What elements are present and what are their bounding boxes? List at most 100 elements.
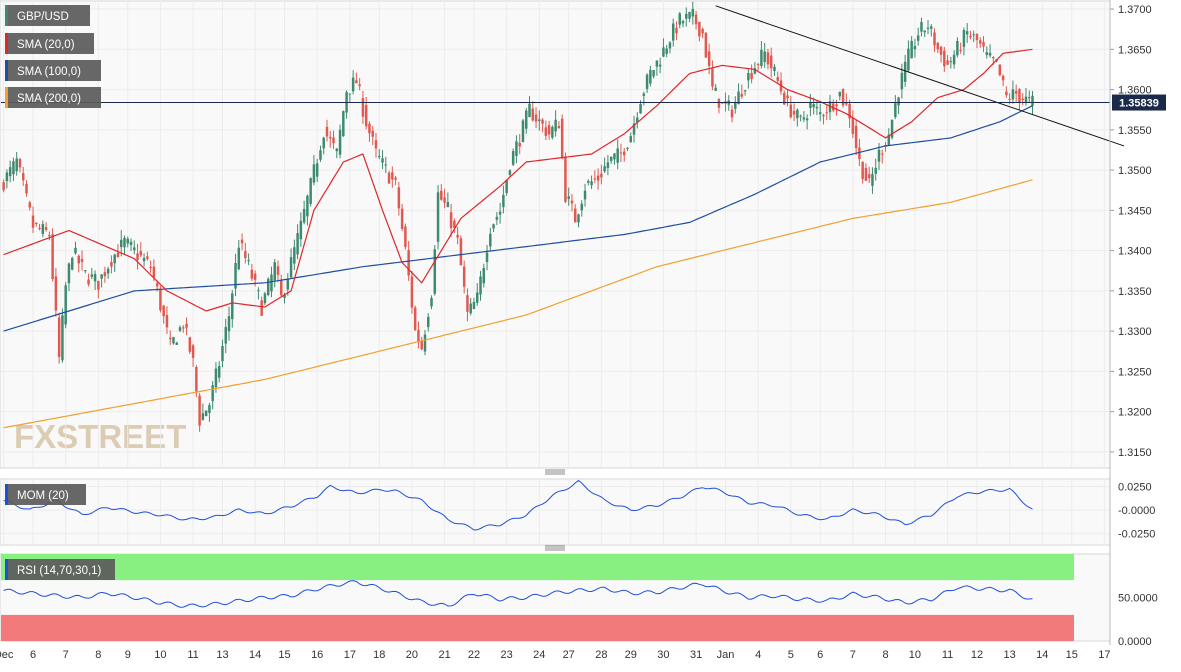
rsi-y-tick-label: 50.0000 bbox=[1118, 593, 1158, 605]
price-candle bbox=[988, 44, 992, 58]
candle-body bbox=[168, 337, 172, 340]
price-candle bbox=[871, 167, 874, 194]
candle-body bbox=[845, 102, 848, 105]
price-candle bbox=[351, 70, 355, 95]
price-candle bbox=[717, 98, 721, 114]
price-candle bbox=[296, 224, 299, 260]
candle-body bbox=[949, 61, 953, 63]
legend-item-2[interactable]: SMA (100,0) bbox=[5, 60, 101, 81]
legend-mom[interactable]: MOM (20) bbox=[5, 484, 86, 505]
price-candle bbox=[649, 65, 652, 87]
price-candle bbox=[440, 184, 443, 201]
legend-item-3[interactable]: SMA (200,0) bbox=[5, 87, 101, 108]
price-candle bbox=[31, 206, 35, 234]
price-candle bbox=[87, 273, 90, 287]
candle-body bbox=[743, 90, 747, 92]
candle-body bbox=[851, 118, 855, 134]
price-candle bbox=[688, 11, 691, 23]
resistance-trendline bbox=[715, 5, 1125, 147]
candle-body bbox=[237, 247, 241, 270]
price-candle bbox=[384, 156, 388, 174]
price-candle bbox=[613, 153, 616, 165]
candle-body bbox=[201, 413, 205, 420]
price-candle bbox=[116, 244, 120, 258]
price-candle bbox=[8, 160, 12, 183]
price-candle bbox=[796, 108, 799, 127]
candle-body bbox=[74, 247, 77, 254]
legend-item-0[interactable]: GBP/USD bbox=[5, 5, 90, 26]
candle-body bbox=[649, 69, 652, 84]
price-candle bbox=[636, 112, 639, 129]
price-candle bbox=[309, 177, 312, 207]
candle-body bbox=[319, 150, 322, 160]
price-candle bbox=[528, 96, 531, 118]
candle-body bbox=[18, 159, 22, 168]
price-candle bbox=[930, 24, 933, 37]
price-y-tick-label: 1.3200 bbox=[1118, 407, 1152, 419]
candle-body bbox=[315, 163, 319, 177]
price-candle bbox=[159, 285, 162, 313]
rsi-panel bbox=[1, 554, 1074, 641]
price-candle bbox=[400, 203, 404, 232]
price-candle bbox=[812, 97, 815, 115]
price-candle bbox=[80, 250, 84, 271]
price-candle bbox=[361, 90, 365, 124]
candle-body bbox=[289, 257, 293, 278]
candle-body bbox=[338, 129, 342, 155]
legend-rsi[interactable]: RSI (14,70,30,1) bbox=[5, 559, 115, 580]
price-candle bbox=[257, 287, 260, 300]
legend-item-2-label: SMA (100,0) bbox=[17, 66, 81, 78]
price-candle bbox=[25, 180, 28, 197]
legend-item-1-label: SMA (20,0) bbox=[17, 39, 75, 51]
candle-body bbox=[769, 55, 773, 69]
price-candle bbox=[123, 235, 126, 255]
candle-body bbox=[502, 194, 505, 208]
price-candle bbox=[681, 19, 685, 28]
candle-body bbox=[622, 151, 626, 156]
price-candle bbox=[319, 145, 322, 162]
candle-body bbox=[459, 238, 463, 266]
candle-body bbox=[413, 307, 417, 330]
price-candle bbox=[188, 336, 192, 354]
candle-body bbox=[293, 247, 296, 264]
sma20-line bbox=[3, 48, 1033, 312]
candle-body bbox=[342, 111, 345, 137]
candle-body bbox=[113, 254, 116, 264]
x-tick-label: 10 bbox=[909, 649, 921, 661]
candle-body bbox=[133, 247, 136, 251]
x-tick-label: 16 bbox=[311, 649, 323, 661]
candle-body bbox=[195, 366, 198, 392]
legend-item-1[interactable]: SMA (20,0) bbox=[5, 33, 94, 54]
price-candle bbox=[671, 18, 675, 47]
x-tick-label: 21 bbox=[438, 649, 450, 661]
candle-body bbox=[854, 125, 858, 149]
price-candle bbox=[1005, 86, 1008, 98]
x-tick-label: 23 bbox=[501, 649, 513, 661]
price-candle bbox=[524, 107, 528, 134]
candle-body bbox=[756, 63, 760, 66]
candle-body bbox=[848, 103, 851, 119]
price-candle bbox=[936, 41, 940, 54]
price-candle bbox=[668, 41, 672, 54]
price-candle bbox=[15, 151, 18, 176]
candle-body bbox=[103, 272, 107, 277]
candle-body bbox=[786, 95, 789, 99]
price-candle bbox=[247, 253, 250, 266]
candle-body bbox=[253, 273, 257, 280]
candle-body bbox=[920, 22, 923, 32]
candle-body bbox=[244, 251, 247, 259]
candle-body bbox=[430, 297, 433, 307]
price-candle bbox=[485, 245, 489, 271]
candle-body bbox=[1021, 98, 1024, 101]
candle-body bbox=[198, 395, 201, 426]
price-candle bbox=[162, 304, 165, 324]
candle-body bbox=[31, 215, 35, 228]
candle-body bbox=[123, 237, 126, 248]
price-candle bbox=[655, 60, 659, 76]
panel-resize-handle-icon[interactable] bbox=[545, 469, 565, 475]
candle-body bbox=[5, 172, 9, 182]
price-candle bbox=[897, 96, 900, 115]
price-candle bbox=[593, 170, 597, 184]
price-candle bbox=[544, 120, 548, 140]
panel-resize-handle-icon[interactable] bbox=[545, 545, 565, 551]
